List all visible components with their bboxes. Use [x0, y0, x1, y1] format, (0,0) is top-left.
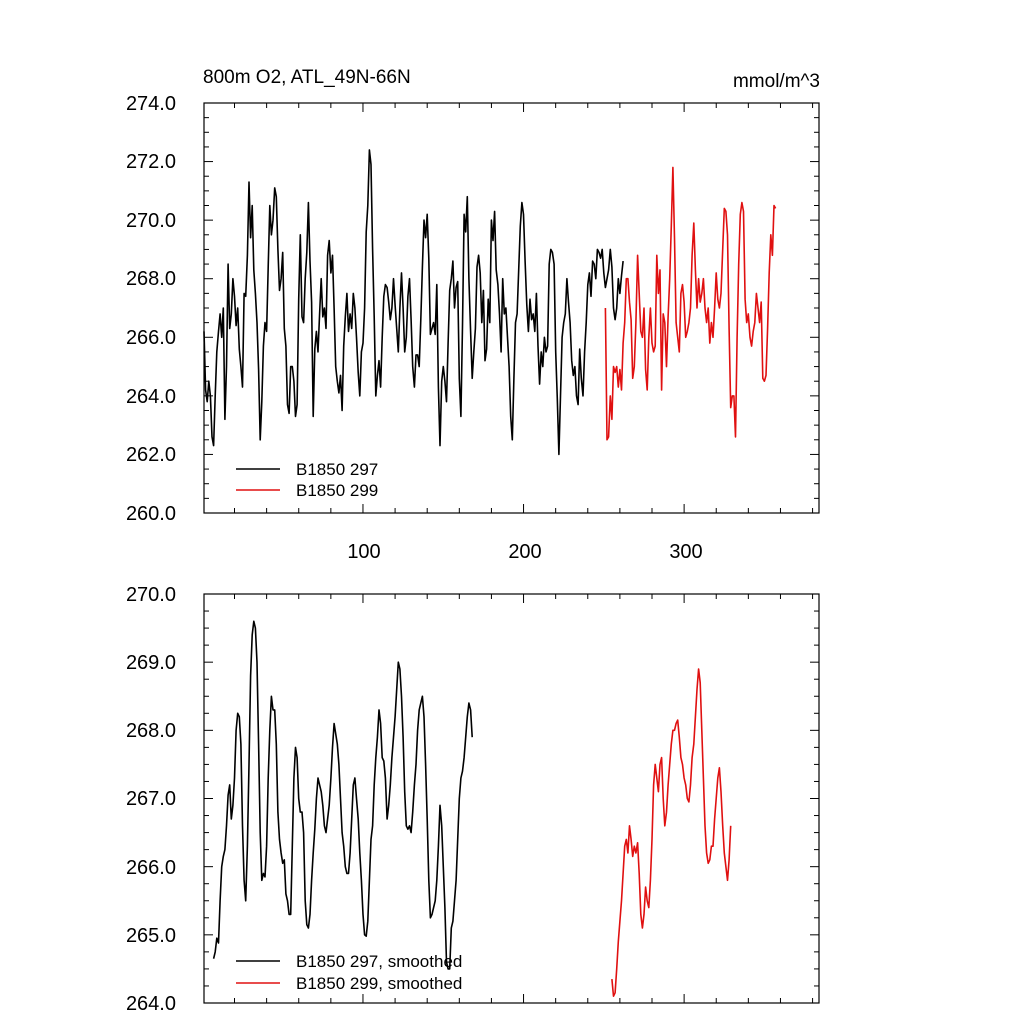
series-line-b1850-299 — [604, 166, 777, 441]
legend-label-b1850-299-smoothed: B1850 299, smoothed — [296, 974, 462, 993]
top-x-tick-labels: 100 200 300 — [347, 541, 702, 563]
top-ticks — [204, 102, 819, 514]
top-x-tick-label: 200 — [508, 541, 541, 563]
series-line-b1850-297-smoothed — [212, 620, 473, 970]
top-panel: 800m O2, ATL_49N-66N mmol/m^3 274.0 272.… — [126, 67, 820, 563]
chart-title: 800m O2, ATL_49N-66N — [203, 67, 411, 88]
top-y-tick-label: 270.0 — [126, 210, 176, 232]
top-y-tick-label: 274.0 — [126, 93, 176, 115]
top-legend: B1850 297 B1850 299 — [236, 460, 378, 500]
bottom-ticks — [204, 593, 819, 1004]
units-label: mmol/m^3 — [733, 71, 820, 92]
top-y-tick-label: 260.0 — [126, 503, 176, 525]
top-y-tick-label: 264.0 — [126, 386, 176, 408]
top-x-tick-label: 100 — [347, 541, 380, 563]
bottom-series-group — [212, 620, 732, 998]
bottom-y-tick-label: 268.0 — [126, 720, 176, 742]
bottom-legend: B1850 297, smoothed B1850 299, smoothed — [236, 952, 462, 993]
bottom-plot-frame — [203, 593, 820, 1004]
series-line-b1850-299-smoothed — [611, 668, 732, 998]
series-line-b1850-297 — [203, 149, 624, 456]
top-y-tick-label: 266.0 — [126, 327, 176, 349]
top-plot-frame — [203, 102, 820, 514]
bottom-y-tick-label: 269.0 — [126, 652, 176, 674]
bottom-y-tick-label: 264.0 — [126, 993, 176, 1015]
legend-label-b1850-297: B1850 297 — [296, 460, 378, 479]
legend-label-b1850-299: B1850 299 — [296, 481, 378, 500]
top-y-tick-label: 272.0 — [126, 151, 176, 173]
bottom-y-tick-label: 265.0 — [126, 925, 176, 947]
bottom-panel: 270.0 269.0 268.0 267.0 266.0 265.0 264.… — [126, 584, 820, 1015]
bottom-y-tick-label: 270.0 — [126, 584, 176, 606]
top-y-tick-labels: 274.0 272.0 270.0 268.0 266.0 264.0 262.… — [126, 93, 176, 525]
legend-label-b1850-297-smoothed: B1850 297, smoothed — [296, 952, 462, 971]
top-y-tick-label: 268.0 — [126, 268, 176, 290]
top-y-tick-label: 262.0 — [126, 444, 176, 466]
bottom-y-tick-label: 266.0 — [126, 857, 176, 879]
bottom-y-tick-labels: 270.0 269.0 268.0 267.0 266.0 265.0 264.… — [126, 584, 176, 1015]
top-x-tick-label: 300 — [669, 541, 702, 563]
top-series-group — [203, 149, 777, 456]
bottom-y-tick-label: 267.0 — [126, 788, 176, 810]
